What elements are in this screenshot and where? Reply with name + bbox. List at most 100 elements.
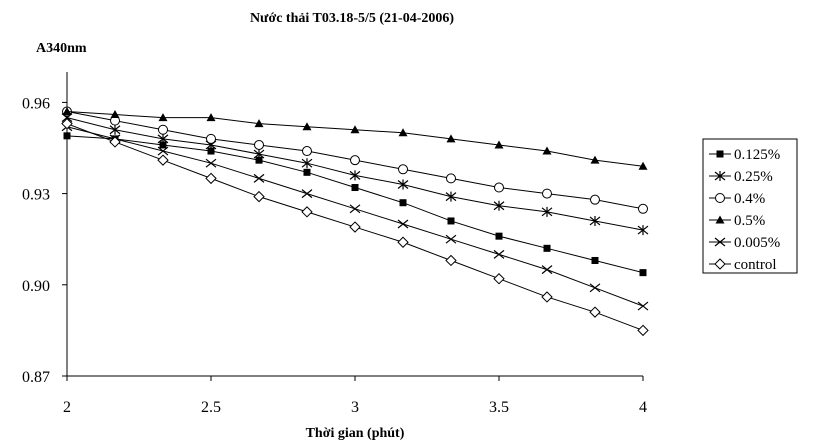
series-0.005% [61, 122, 649, 311]
data-point [206, 133, 216, 144]
legend-marker [716, 150, 724, 158]
data-point [302, 122, 312, 131]
data-point [206, 113, 216, 122]
data-point [158, 113, 168, 122]
series-line [66, 126, 644, 307]
legend-item: 0.005% [709, 235, 780, 251]
data-point [638, 161, 648, 170]
chart-title: Nước thải T03.18-5/5 (21-04-2006) [250, 11, 454, 26]
y-tick-label: 0.96 [22, 95, 50, 112]
legend-label: 0.4% [734, 191, 765, 207]
data-point [253, 173, 265, 183]
data-point [543, 244, 551, 252]
data-point [493, 249, 505, 259]
data-point [445, 254, 457, 267]
data-point [542, 188, 553, 199]
data-point [397, 179, 409, 190]
data-point [255, 156, 263, 164]
data-point [109, 124, 121, 135]
ticks: 2 2.5 3 3.5 4 0.87 0.90 0.93 0.96 [22, 95, 647, 416]
data-point [301, 189, 313, 199]
data-point [62, 107, 72, 116]
legend-marker [715, 193, 725, 203]
x-tick-label: 2.5 [201, 399, 221, 416]
legend-marker [714, 258, 726, 270]
data-point [63, 132, 71, 140]
data-point [207, 147, 215, 155]
data-point [110, 110, 120, 119]
data-point [350, 155, 360, 166]
data-point [399, 199, 407, 207]
series-0.125% [63, 132, 647, 277]
legend-label: control [734, 257, 777, 273]
data-point [445, 173, 456, 184]
data-point [254, 119, 264, 128]
x-tick-label: 3.5 [489, 399, 509, 416]
data-point [589, 215, 601, 226]
data-point [349, 221, 361, 233]
data-point [639, 269, 647, 277]
data-point [541, 265, 553, 275]
data-point [351, 184, 359, 192]
data-point [447, 217, 455, 225]
data-point [254, 139, 265, 150]
data-point [397, 236, 409, 248]
data-point [446, 134, 456, 143]
legend-item: control [709, 257, 777, 273]
data-point [301, 206, 313, 218]
data-point [493, 273, 505, 285]
y-tick-label: 0.87 [22, 369, 50, 386]
series-control [61, 117, 649, 337]
data-point [638, 203, 648, 214]
data-point [541, 291, 553, 303]
data-point [445, 191, 457, 202]
series-0.25% [61, 112, 649, 236]
x-tick-label: 3 [351, 399, 359, 416]
data-point [589, 194, 600, 205]
legend-label: 0.5% [734, 213, 765, 229]
data-point [541, 206, 553, 217]
legend-marker [714, 237, 726, 247]
legend-marker [714, 171, 726, 181]
data-point [205, 158, 217, 168]
legend-item: 0.125% [709, 147, 780, 163]
legend: 0.125% 0.25% 0.4% 0.5% 0.005% control [702, 138, 798, 274]
data-point [157, 154, 169, 166]
data-point [350, 125, 360, 134]
data-point [637, 225, 649, 236]
legend-label: 0.25% [734, 169, 773, 185]
data-point [493, 200, 505, 211]
data-point [157, 146, 169, 156]
data-point [349, 170, 361, 181]
data-point [590, 155, 600, 164]
data-point [445, 234, 457, 244]
series-0.4% [62, 106, 648, 214]
data-point [397, 219, 409, 229]
data-point [494, 140, 504, 149]
data-point [159, 141, 167, 149]
data-point [591, 256, 599, 264]
data-point [494, 182, 504, 193]
legend-item: 0.5% [709, 213, 765, 229]
series-0.5% [62, 107, 648, 170]
data-point [157, 124, 168, 135]
data-point [157, 133, 169, 144]
data-point [205, 172, 217, 185]
legend-item: 0.25% [709, 169, 773, 185]
data-point [542, 146, 552, 155]
data-point [398, 164, 409, 175]
x-axis-title: Thời gian (phút) [306, 426, 405, 441]
legend-label: 0.005% [734, 235, 780, 251]
series-group [61, 106, 649, 337]
data-point [637, 324, 649, 337]
y-axis-title: A340nm [36, 41, 87, 56]
data-point [589, 306, 601, 318]
data-point [301, 158, 313, 169]
data-point [253, 149, 265, 160]
data-point [589, 283, 601, 293]
data-point [61, 117, 73, 130]
legend-item: 0.4% [709, 191, 765, 207]
data-point [349, 204, 361, 214]
data-point [398, 128, 408, 137]
